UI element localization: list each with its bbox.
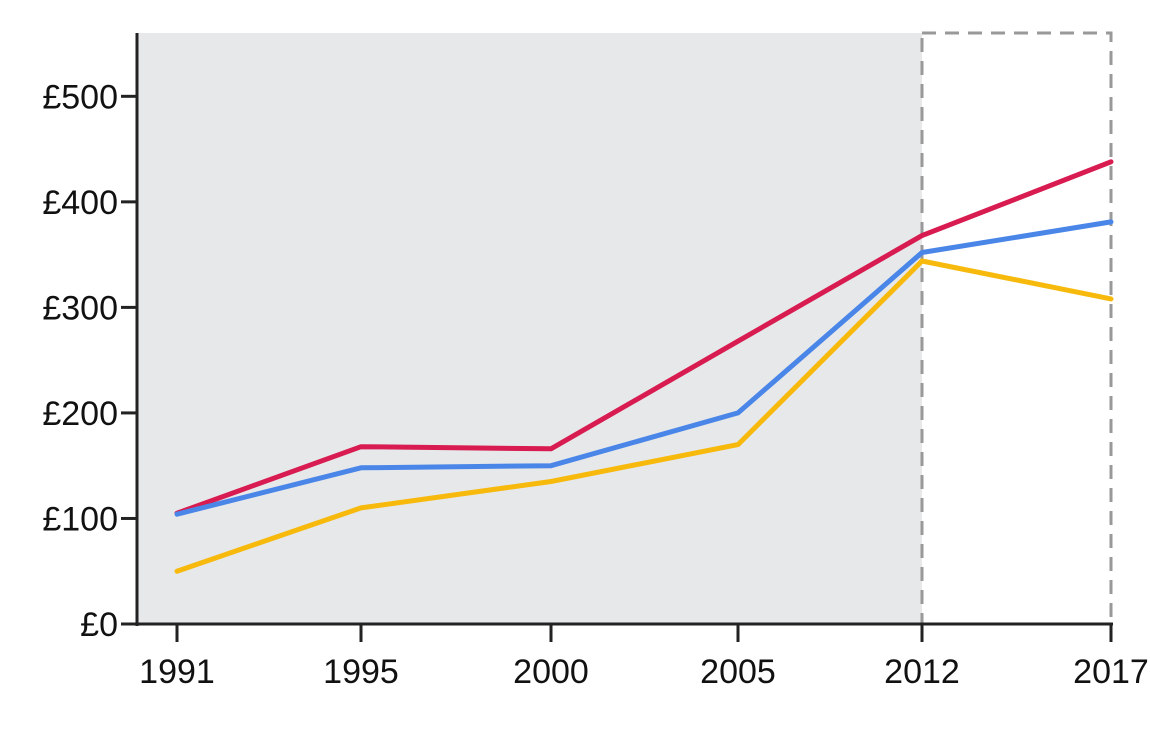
x-tick-label: 2005: [700, 653, 776, 691]
y-tick-label: £400: [42, 184, 118, 222]
x-tick-label: 2017: [1073, 653, 1149, 691]
y-tick-label: £100: [42, 500, 118, 538]
x-tick-label: 1991: [139, 653, 215, 691]
series-line-1: [174, 159, 1114, 516]
series-line-2: [174, 219, 1114, 517]
y-tick-label: £0: [80, 606, 118, 644]
y-tick-label: £500: [42, 78, 118, 116]
x-tick-label: 2012: [884, 653, 960, 691]
y-tick-label: £300: [42, 289, 118, 327]
y-tick-label: £200: [42, 395, 118, 433]
x-tick-label: 1995: [323, 653, 399, 691]
series-line-3: [174, 258, 1114, 574]
dashed-forecast-box: [920, 31, 1113, 626]
shaded-historical-region: [137, 33, 922, 624]
x-tick-label: 2000: [513, 653, 589, 691]
